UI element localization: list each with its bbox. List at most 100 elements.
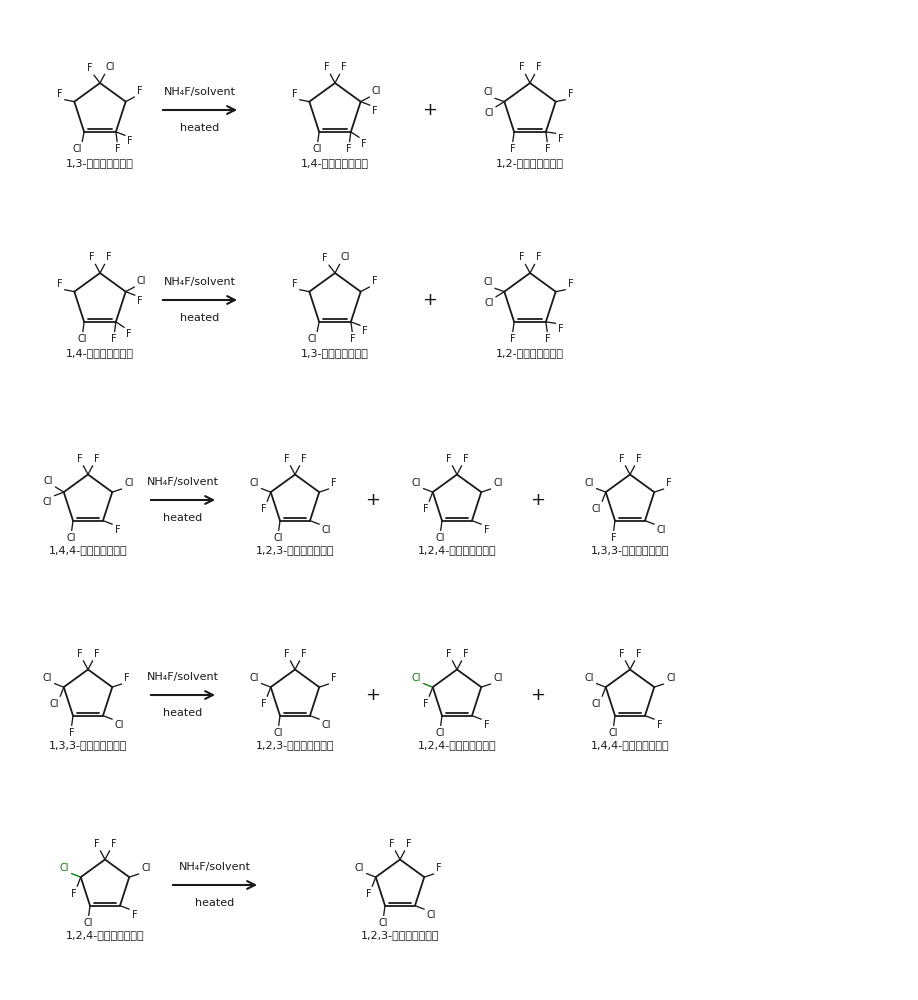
Text: F: F — [484, 720, 489, 730]
Text: F: F — [301, 649, 307, 659]
Text: Cl: Cl — [656, 525, 666, 535]
Text: F: F — [111, 839, 117, 849]
Text: 1,3,3-三氯五氟环戊烯: 1,3,3-三氯五氟环戊烯 — [49, 740, 128, 750]
Text: F: F — [292, 89, 297, 99]
Text: Cl: Cl — [308, 334, 317, 344]
Text: 1,2,4-三氯五氟环戊烯: 1,2,4-三氯五氟环戊烯 — [418, 740, 497, 750]
Text: NH₄F/solvent: NH₄F/solvent — [179, 862, 251, 872]
Text: 1,3-二氯六氟环戊烯: 1,3-二氯六氟环戊烯 — [66, 158, 134, 168]
Text: Cl: Cl — [274, 728, 283, 738]
Text: Cl: Cl — [42, 497, 52, 507]
Text: +: + — [365, 491, 380, 509]
Text: Cl: Cl — [313, 144, 322, 154]
Text: F: F — [519, 252, 524, 262]
Text: 1,2,3-三氯五氟环戊烯: 1,2,3-三氯五氟环戊烯 — [256, 545, 334, 555]
Text: NH₄F/solvent: NH₄F/solvent — [147, 477, 219, 487]
Text: +: + — [531, 686, 545, 704]
Text: F: F — [619, 454, 624, 464]
Text: Cl: Cl — [493, 673, 502, 683]
Text: F: F — [666, 478, 672, 488]
Text: F: F — [361, 139, 367, 149]
Text: Cl: Cl — [250, 673, 259, 683]
Text: Cl: Cl — [592, 504, 601, 514]
Text: NH₄F/solvent: NH₄F/solvent — [164, 277, 236, 287]
Text: F: F — [406, 839, 411, 849]
Text: F: F — [422, 699, 429, 709]
Text: Cl: Cl — [372, 86, 381, 96]
Text: F: F — [261, 699, 266, 709]
Text: F: F — [365, 889, 371, 899]
Text: F: F — [350, 334, 355, 344]
Text: +: + — [365, 686, 380, 704]
Text: F: F — [138, 296, 143, 306]
Text: 1,3-二氯六氟环戊烯: 1,3-二氯六氟环戊烯 — [301, 348, 369, 358]
Text: Cl: Cl — [124, 478, 133, 488]
Text: F: F — [558, 324, 564, 334]
Text: 1,4-二氯六氟环戊烯: 1,4-二氯六氟环戊烯 — [66, 348, 134, 358]
Text: F: F — [284, 649, 289, 659]
Text: F: F — [463, 649, 468, 659]
Text: F: F — [388, 839, 394, 849]
Text: Cl: Cl — [592, 699, 601, 709]
Text: F: F — [87, 63, 93, 73]
Text: F: F — [284, 454, 289, 464]
Text: 1,4,4-三氯五氟环戊烯: 1,4,4-三氯五氟环戊烯 — [590, 740, 669, 750]
Text: F: F — [610, 533, 616, 543]
Text: F: F — [88, 252, 95, 262]
Text: F: F — [76, 649, 83, 659]
Text: Cl: Cl — [60, 863, 69, 873]
Text: Cl: Cl — [321, 525, 331, 535]
Text: F: F — [115, 144, 120, 154]
Text: Cl: Cl — [378, 918, 388, 928]
Text: heated: heated — [180, 123, 219, 133]
Text: 1,2,3-三氯五氟环戊烯: 1,2,3-三氯五氟环戊烯 — [361, 930, 439, 940]
Text: F: F — [261, 504, 266, 514]
Text: F: F — [445, 649, 451, 659]
Text: Cl: Cl — [106, 62, 116, 72]
Text: F: F — [463, 454, 468, 464]
Text: F: F — [341, 62, 346, 72]
Text: 1,3,3-三氯五氟环戊烯: 1,3,3-三氯五氟环戊烯 — [591, 545, 669, 555]
Text: Cl: Cl — [321, 720, 331, 730]
Text: F: F — [636, 649, 642, 659]
Text: NH₄F/solvent: NH₄F/solvent — [164, 87, 236, 97]
Text: Cl: Cl — [341, 252, 351, 262]
Text: Cl: Cl — [485, 108, 494, 118]
Text: F: F — [94, 839, 99, 849]
Text: Cl: Cl — [436, 728, 445, 738]
Text: 1,2,3-三氯五氟环戊烯: 1,2,3-三氯五氟环戊烯 — [256, 740, 334, 750]
Text: F: F — [509, 144, 515, 154]
Text: Cl: Cl — [274, 533, 283, 543]
Text: F: F — [124, 673, 129, 683]
Text: Cl: Cl — [67, 533, 76, 543]
Text: F: F — [115, 525, 120, 535]
Text: F: F — [137, 86, 142, 96]
Text: F: F — [619, 649, 624, 659]
Text: Cl: Cl — [78, 334, 87, 344]
Text: F: F — [568, 279, 574, 289]
Text: +: + — [531, 491, 545, 509]
Text: 1,4-二氯六氟环戊烯: 1,4-二氯六氟环戊烯 — [301, 158, 369, 168]
Text: F: F — [536, 62, 542, 72]
Text: F: F — [436, 863, 442, 873]
Text: Cl: Cl — [44, 476, 53, 486]
Text: F: F — [126, 329, 132, 339]
Text: F: F — [323, 62, 330, 72]
Text: 1,2-二氯六氟环戊烯: 1,2-二氯六氟环戊烯 — [496, 158, 564, 168]
Text: 1,4,4-三氯五氟环戊烯: 1,4,4-三氯五氟环戊烯 — [49, 545, 128, 555]
Text: F: F — [71, 889, 76, 899]
Text: Cl: Cl — [84, 918, 93, 928]
Text: F: F — [373, 106, 378, 116]
Text: F: F — [422, 504, 429, 514]
Text: +: + — [422, 101, 438, 119]
Text: F: F — [372, 276, 377, 286]
Text: F: F — [292, 279, 297, 289]
Text: 1,2-二氯六氟环戊烯: 1,2-二氯六氟环戊烯 — [496, 348, 564, 358]
Text: F: F — [331, 478, 337, 488]
Text: F: F — [544, 334, 550, 344]
Text: Cl: Cl — [354, 863, 364, 873]
Text: Cl: Cl — [585, 478, 594, 488]
Text: F: F — [131, 910, 137, 920]
Text: Cl: Cl — [115, 720, 124, 730]
Text: heated: heated — [163, 708, 203, 718]
